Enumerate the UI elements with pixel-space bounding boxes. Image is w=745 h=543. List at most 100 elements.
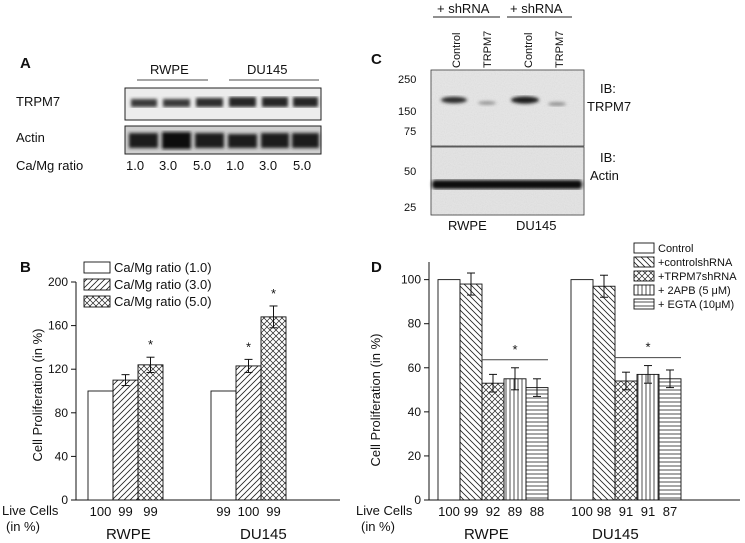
b-live-value: 99	[118, 504, 132, 519]
b-bar	[87, 390, 114, 501]
ib-top-1: IB:	[600, 81, 616, 96]
d-bar	[437, 279, 461, 501]
d-legend-swatch	[633, 284, 655, 296]
b-legend: Ca/Mg ratio (1.0) Ca/Mg ratio (3.0) Ca/Mg …	[83, 260, 212, 309]
ib-bottom-2: Actin	[590, 168, 619, 183]
lane-label-1: Control	[451, 33, 463, 68]
band-trpm7-3	[196, 98, 223, 107]
b-categories: RWPE DU145	[106, 526, 287, 543]
b-bar	[210, 390, 237, 501]
panel-c: C + shRNA + shRNA Control TRPM7 Control …	[371, 1, 631, 233]
b-live-value: 99	[143, 504, 157, 519]
b-tick-label: 40	[55, 449, 69, 463]
d-live-value: 92	[486, 504, 500, 519]
ratio-value-3: 5.0	[193, 158, 211, 173]
blot-c-top-grain	[431, 70, 584, 146]
d-tick-label: 0	[414, 493, 421, 507]
mw-150: 150	[398, 106, 416, 118]
d-live-label-2: (in %)	[361, 519, 395, 534]
d-live-value: 98	[597, 504, 611, 519]
blot-c-top-bands	[441, 96, 566, 106]
band-trpm7-6	[293, 97, 318, 107]
band-c-trpm7-4	[548, 102, 566, 106]
band-actin-1	[129, 133, 158, 148]
d-legend-swatch	[633, 270, 655, 282]
band-trpm7-2	[163, 99, 190, 107]
d-category-label: DU145	[592, 526, 639, 543]
b-bars: * * *	[87, 286, 287, 501]
chart-b: B Cell Proliferation (in %) 0 40 80 120 160 2…	[2, 259, 340, 543]
b-category-label: RWPE	[106, 526, 151, 543]
band-trpm7-1	[131, 99, 157, 107]
b-tick-label: 200	[48, 275, 68, 289]
b-live-value: 99	[216, 504, 230, 519]
blot-actin-bands	[129, 132, 319, 149]
b-significance-mark: *	[246, 339, 251, 354]
d-tick-label: 60	[408, 361, 422, 375]
mw-50: 50	[404, 166, 416, 178]
d-bars: * *	[437, 272, 682, 501]
b-tick-label: 160	[48, 319, 68, 333]
d-live-label-1: Live Cells	[356, 503, 413, 518]
mw-75: 75	[404, 126, 416, 138]
band-actin-5	[261, 133, 289, 148]
row-label-trpm7: TRPM7	[16, 94, 60, 109]
band-c-actin	[432, 180, 582, 189]
b-live-value: 100	[90, 504, 112, 519]
b-significance-mark: *	[148, 337, 153, 352]
b-legend-label: Ca/Mg ratio (5.0)	[114, 294, 212, 309]
d-live-value: 100	[571, 504, 593, 519]
b-live-label-1: Live Cells	[2, 503, 59, 518]
lane-label-2: TRPM7	[482, 31, 494, 68]
d-bar	[570, 279, 594, 501]
d-live-value: 100	[438, 504, 460, 519]
b-legend-swatch	[83, 261, 111, 274]
d-bar	[525, 387, 549, 501]
b-legend-swatch	[83, 295, 111, 308]
b-live-label-2: (in %)	[6, 519, 40, 534]
d-category-label: RWPE	[464, 526, 509, 543]
mw-250: 250	[398, 74, 416, 86]
ratio-value-5: 3.0	[259, 158, 277, 173]
b-legend-label: Ca/Mg ratio (1.0)	[114, 260, 212, 275]
d-significance-mark: *	[645, 340, 650, 355]
d-legend-swatch	[633, 256, 655, 268]
b-tick-label: 80	[55, 406, 69, 420]
d-categories: RWPE DU145	[464, 526, 639, 543]
b-y-axis-label: Cell Proliferation (in %)	[30, 329, 45, 462]
d-bar	[592, 285, 616, 501]
d-live-values: 100 99 92 89 88 100 98 91 91 87	[438, 504, 677, 519]
lane-label-4: TRPM7	[554, 31, 566, 68]
shrna-header-2: + shRNA	[510, 1, 563, 16]
ib-top-2: TRPM7	[587, 99, 631, 114]
d-bar	[614, 380, 638, 501]
d-bar	[503, 378, 527, 501]
group-label-rwpe: RWPE	[150, 62, 189, 77]
d-legend-swatch	[633, 242, 655, 254]
d-bar	[481, 382, 505, 501]
b-bar	[235, 365, 262, 501]
band-trpm7-4	[229, 97, 256, 107]
band-c-trpm7-1	[441, 96, 467, 104]
mw-25: 25	[404, 202, 416, 214]
band-c-trpm7-3	[511, 96, 539, 104]
row-label-ratio: Ca/Mg ratio	[16, 158, 83, 173]
b-bar	[260, 316, 287, 501]
ratio-value-4: 1.0	[226, 158, 244, 173]
d-legend-label: + EGTA (10μM)	[658, 299, 734, 311]
d-y-ticks: 0 20 40 60 80 100	[401, 273, 429, 507]
b-legend-label: Ca/Mg ratio (3.0)	[114, 277, 212, 292]
d-legend-label: +controlshRNA	[658, 257, 733, 269]
band-actin-6	[292, 133, 319, 148]
ratio-value-2: 3.0	[159, 158, 177, 173]
b-live-value: 100	[238, 504, 260, 519]
b-bar	[112, 379, 139, 501]
d-live-value: 87	[663, 504, 677, 519]
band-actin-2	[162, 132, 191, 149]
d-live-value: 99	[464, 504, 478, 519]
d-bar	[459, 283, 483, 501]
b-significance-mark: *	[271, 286, 276, 301]
d-y-axis-label: Cell Proliferation (in %)	[368, 334, 383, 467]
d-tick-label: 100	[401, 273, 421, 287]
